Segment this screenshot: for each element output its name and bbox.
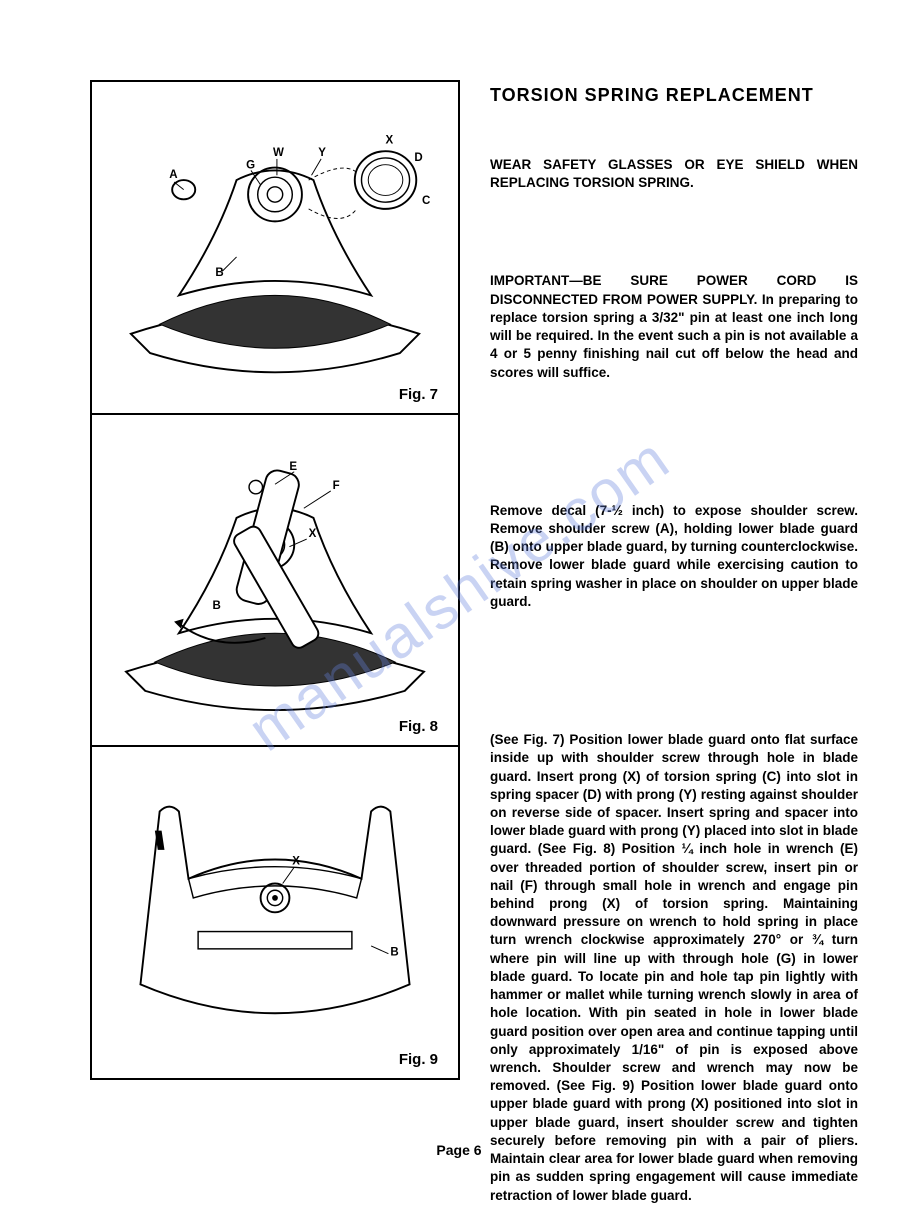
svg-text:Y: Y: [318, 147, 326, 159]
figure-8-sketch: B E F X: [102, 425, 448, 736]
warning-text: WEAR SAFETY GLASSES OR EYE SHIELD WHEN R…: [490, 156, 858, 192]
paragraph-2: (See Fig. 7) Position lower blade guard …: [490, 731, 858, 1205]
svg-text:X: X: [292, 856, 300, 868]
svg-text:B: B: [215, 267, 223, 279]
svg-text:G: G: [246, 160, 255, 172]
svg-text:F: F: [333, 480, 340, 492]
svg-text:X: X: [386, 135, 394, 147]
figure-7-box: A B C D G W X Y Fig. 7: [92, 82, 458, 415]
text-column: TORSION SPRING REPLACEMENT WEAR SAFETY G…: [490, 80, 868, 1080]
section-title: TORSION SPRING REPLACEMENT: [490, 85, 858, 106]
svg-text:B: B: [213, 600, 221, 612]
svg-text:A: A: [169, 169, 178, 181]
figure-9-box: B X Fig. 9: [92, 747, 458, 1078]
figure-8-label: Fig. 8: [399, 718, 438, 735]
svg-text:B: B: [390, 947, 398, 959]
figure-8-box: B E F X Fig. 8: [92, 415, 458, 748]
figure-9-label: Fig. 9: [399, 1051, 438, 1068]
important-paragraph: IMPORTANT—BE SURE POWER CORD IS DISCONNE…: [490, 272, 858, 381]
figure-7-sketch: A B C D G W X Y: [102, 92, 448, 403]
figures-column: A B C D G W X Y Fig. 7: [90, 80, 460, 1080]
svg-text:D: D: [414, 152, 422, 164]
svg-text:C: C: [422, 195, 430, 207]
figure-7-label: Fig. 7: [399, 386, 438, 403]
page-container: A B C D G W X Y Fig. 7: [90, 80, 868, 1080]
paragraph-1: Remove decal (7-½ inch) to expose should…: [490, 502, 858, 611]
figure-9-sketch: B X: [102, 757, 448, 1068]
svg-text:X: X: [309, 528, 317, 540]
page-number: Page 6: [436, 1142, 481, 1158]
svg-text:E: E: [289, 460, 297, 472]
svg-text:W: W: [273, 147, 284, 159]
